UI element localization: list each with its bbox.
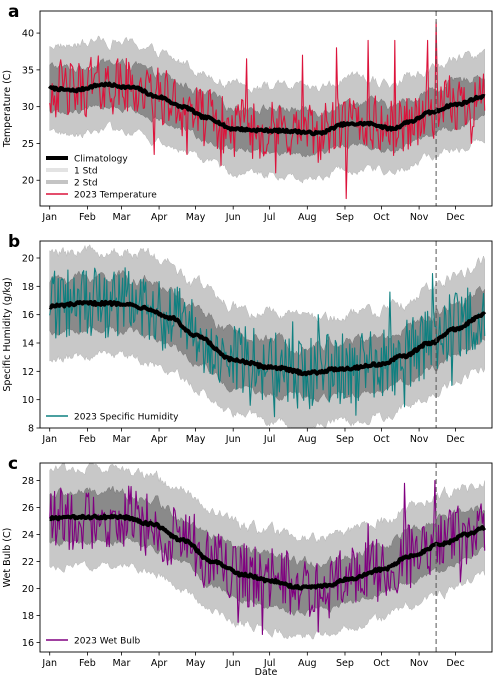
y-tick-label: 12 [22,367,34,378]
y-tick-label: 8 [28,424,34,435]
y-tick-label: 16 [22,638,34,649]
x-tick-label: Mar [112,212,130,223]
panel-label: a [8,2,19,22]
plot-area [48,21,486,200]
x-tick-label: Oct [373,212,390,223]
legend-label: 2023 Specific Humidity [74,412,179,422]
x-tick-label: Dec [446,212,464,223]
legend-label: 2 Std [74,178,98,188]
axes-frame [39,462,493,653]
x-tick-label: Aug [298,658,317,669]
y-tick-label: 26 [22,503,34,514]
humidity-panel: 8 10 12 14 16 18 20 Jan Feb Mar Apr May Jun Jul Aug Sep… [2,232,493,445]
y-tick-label: 22 [22,557,34,568]
climatology-line [48,513,487,591]
y-tick-label: 18 [22,611,34,622]
x-tick-label: Sep [336,658,354,669]
series-2023-line [49,480,486,636]
y-tick-label: 24 [22,530,34,541]
x-tick-label: Feb [79,658,96,669]
climatology-line [48,299,487,377]
legend-label: 1 Std [74,166,98,176]
climatology-line [48,81,486,137]
x-tick-label: Oct [373,434,390,445]
y-tick-label: 35 [22,65,34,76]
x-tick-label: Mar [112,658,130,669]
x-tick-label: Dec [446,434,464,445]
x-tick-label: Mar [112,434,130,445]
panel-label: c [8,454,18,474]
x-tick-label: Feb [79,434,96,445]
axes-frame [39,10,493,207]
legend: 2023 Wet Bulb [46,636,140,646]
series-2023-line [49,267,486,418]
y-tick-label: 14 [22,339,34,350]
x-tick-label: Feb [79,212,96,223]
x-tick-label: Oct [373,658,390,669]
y-tick-label: 16 [22,310,34,321]
y-tick-label: 20 [22,254,34,265]
x-tick-label: Sep [336,434,354,445]
x-axis-label: Date [255,667,278,677]
plot-area [48,463,487,640]
x-tick-label: Jan [41,658,57,669]
x-tick-label: Jul [263,212,275,223]
y-axis-label: Temperature (C) [2,70,13,148]
y-tick-label: 18 [22,282,34,293]
x-tick-label: May [186,434,206,445]
x-tick-label: Aug [298,434,317,445]
x-tick-label: Apr [151,658,168,669]
temperature-panel: 20 25 30 35 40 Jan Feb Mar Apr May Jun Jul Aug Sep Oct… [2,2,493,223]
y-tick-label: 10 [22,395,34,406]
x-tick-label: May [186,212,206,223]
panel-label: b [8,232,20,252]
legend: Climatology 1 Std 2 Std 2023 Temperature [46,154,157,200]
x-tick-label: Jul [263,658,275,669]
x-tick-label: Apr [151,212,168,223]
x-tick-label: Jan [41,212,57,223]
legend: 2023 Specific Humidity [46,412,179,422]
wetbulb-panel: 16 18 20 22 24 26 28 Jan Feb Mar Apr May Jun Jul Aug Se… [2,454,493,677]
y-tick-label: 20 [22,584,34,595]
y-tick-label: 20 [22,176,34,187]
x-tick-label: Nov [410,434,429,445]
legend-label: 2023 Temperature [74,190,157,200]
y-axis-label: Specific Humidity (g/kg) [2,277,13,391]
y-axis-label: Wet Bulb (C) [2,528,13,588]
x-tick-label: Jun [225,658,241,669]
plot-area [48,244,487,428]
legend-label: 2023 Wet Bulb [74,636,140,646]
axes-frame [39,240,493,429]
legend-label: Climatology [74,154,128,164]
x-tick-label: Jan [41,434,57,445]
x-tick-label: Jun [225,434,241,445]
x-tick-label: May [186,658,206,669]
x-tick-label: Sep [336,212,354,223]
x-tick-label: Apr [151,434,168,445]
y-tick-label: 40 [22,29,34,40]
x-tick-label: Jun [225,212,241,223]
y-tick-label: 28 [22,476,34,487]
x-tick-label: Nov [410,212,429,223]
y-tick-label: 30 [22,102,34,113]
x-tick-label: Jul [263,434,275,445]
x-tick-label: Nov [410,658,429,669]
series-2023-line [49,21,486,200]
x-tick-label: Aug [298,212,317,223]
y-tick-label: 25 [22,139,34,150]
x-tick-label: Dec [446,658,464,669]
